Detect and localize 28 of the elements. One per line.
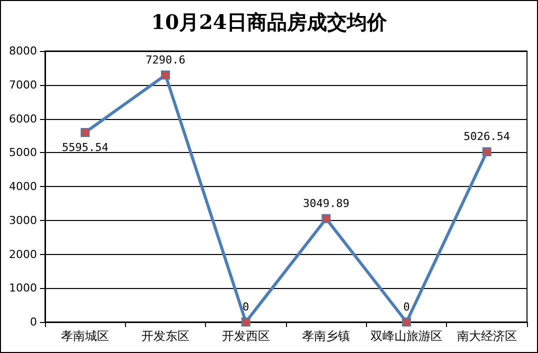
data-label: 7290.6 bbox=[146, 54, 186, 67]
y-tick-label: 4000 bbox=[9, 180, 37, 193]
y-tick-label: 0 bbox=[30, 316, 37, 328]
x-tick-label: 双峰山旅游区 bbox=[370, 329, 442, 343]
point bbox=[482, 147, 492, 156]
y-tick-label: 7000 bbox=[9, 78, 37, 92]
y-tick-label: 3000 bbox=[9, 214, 37, 227]
data-label: 0 bbox=[403, 300, 410, 314]
point bbox=[161, 70, 170, 80]
point bbox=[402, 318, 411, 326]
data-label: 0 bbox=[242, 300, 250, 314]
data-label: 5595.54 bbox=[62, 140, 109, 154]
chart-title: 10月24日商品房成交均价 bbox=[151, 10, 388, 34]
x-tick-label: 开发东区 bbox=[142, 329, 190, 343]
y-tick-label: 8000 bbox=[9, 44, 37, 58]
point bbox=[322, 214, 331, 224]
y-tick-label: 6000 bbox=[9, 112, 37, 126]
y-tick-label: 2000 bbox=[9, 248, 37, 261]
data-label: 5026.54 bbox=[464, 130, 510, 144]
x-tick-label: 南大经济区 bbox=[456, 329, 517, 343]
y-tick-label: 5000 bbox=[9, 146, 37, 160]
x-tick-label: 孝南城区 bbox=[61, 329, 110, 343]
x-tick-label: 孝南乡镇 bbox=[302, 329, 350, 343]
data-label: 3049.89 bbox=[302, 197, 350, 210]
x-tick-label: 开发西区 bbox=[222, 329, 270, 343]
point bbox=[241, 318, 250, 326]
point bbox=[80, 128, 90, 137]
y-tick-label: 1000 bbox=[9, 282, 37, 295]
